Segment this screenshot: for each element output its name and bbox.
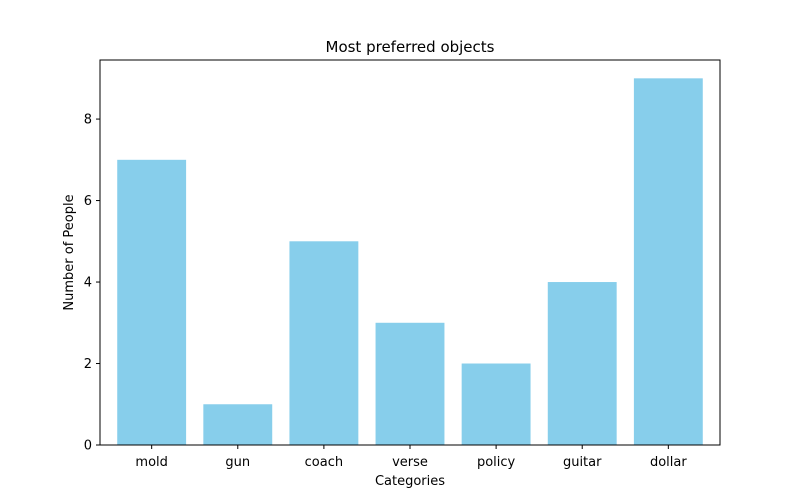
- x-tick-label: gun: [225, 455, 250, 470]
- bar-gun: [203, 404, 273, 445]
- x-tick-label: verse: [392, 455, 428, 470]
- y-tick-label: 6: [84, 194, 92, 209]
- x-tick-label: guitar: [563, 455, 602, 470]
- bar-coach: [289, 241, 359, 445]
- x-tick-label: dollar: [650, 455, 687, 470]
- x-axis-label: Categories: [375, 474, 445, 489]
- y-tick-label: 4: [84, 276, 92, 291]
- x-tick-label: mold: [135, 455, 167, 470]
- x-axis-ticks: mold gun coach verse policy guitar dollar: [135, 445, 687, 470]
- bar-policy: [461, 363, 531, 445]
- y-tick-label: 0: [84, 439, 92, 454]
- x-tick-label: coach: [305, 455, 343, 470]
- chart-title: Most preferred objects: [326, 38, 495, 56]
- y-tick-label: 8: [84, 113, 92, 128]
- bar-guitar: [547, 282, 617, 445]
- bars-group: [117, 78, 703, 445]
- y-axis-ticks: 0 2 4 6 8: [84, 113, 100, 454]
- y-axis-label: Number of People: [62, 194, 77, 310]
- x-tick-label: policy: [477, 455, 516, 470]
- bar-dollar: [633, 78, 703, 445]
- plot-area-frame: [99, 59, 721, 446]
- bar-mold: [117, 159, 187, 445]
- bar-verse: [375, 322, 445, 445]
- y-tick-label: 2: [84, 357, 92, 372]
